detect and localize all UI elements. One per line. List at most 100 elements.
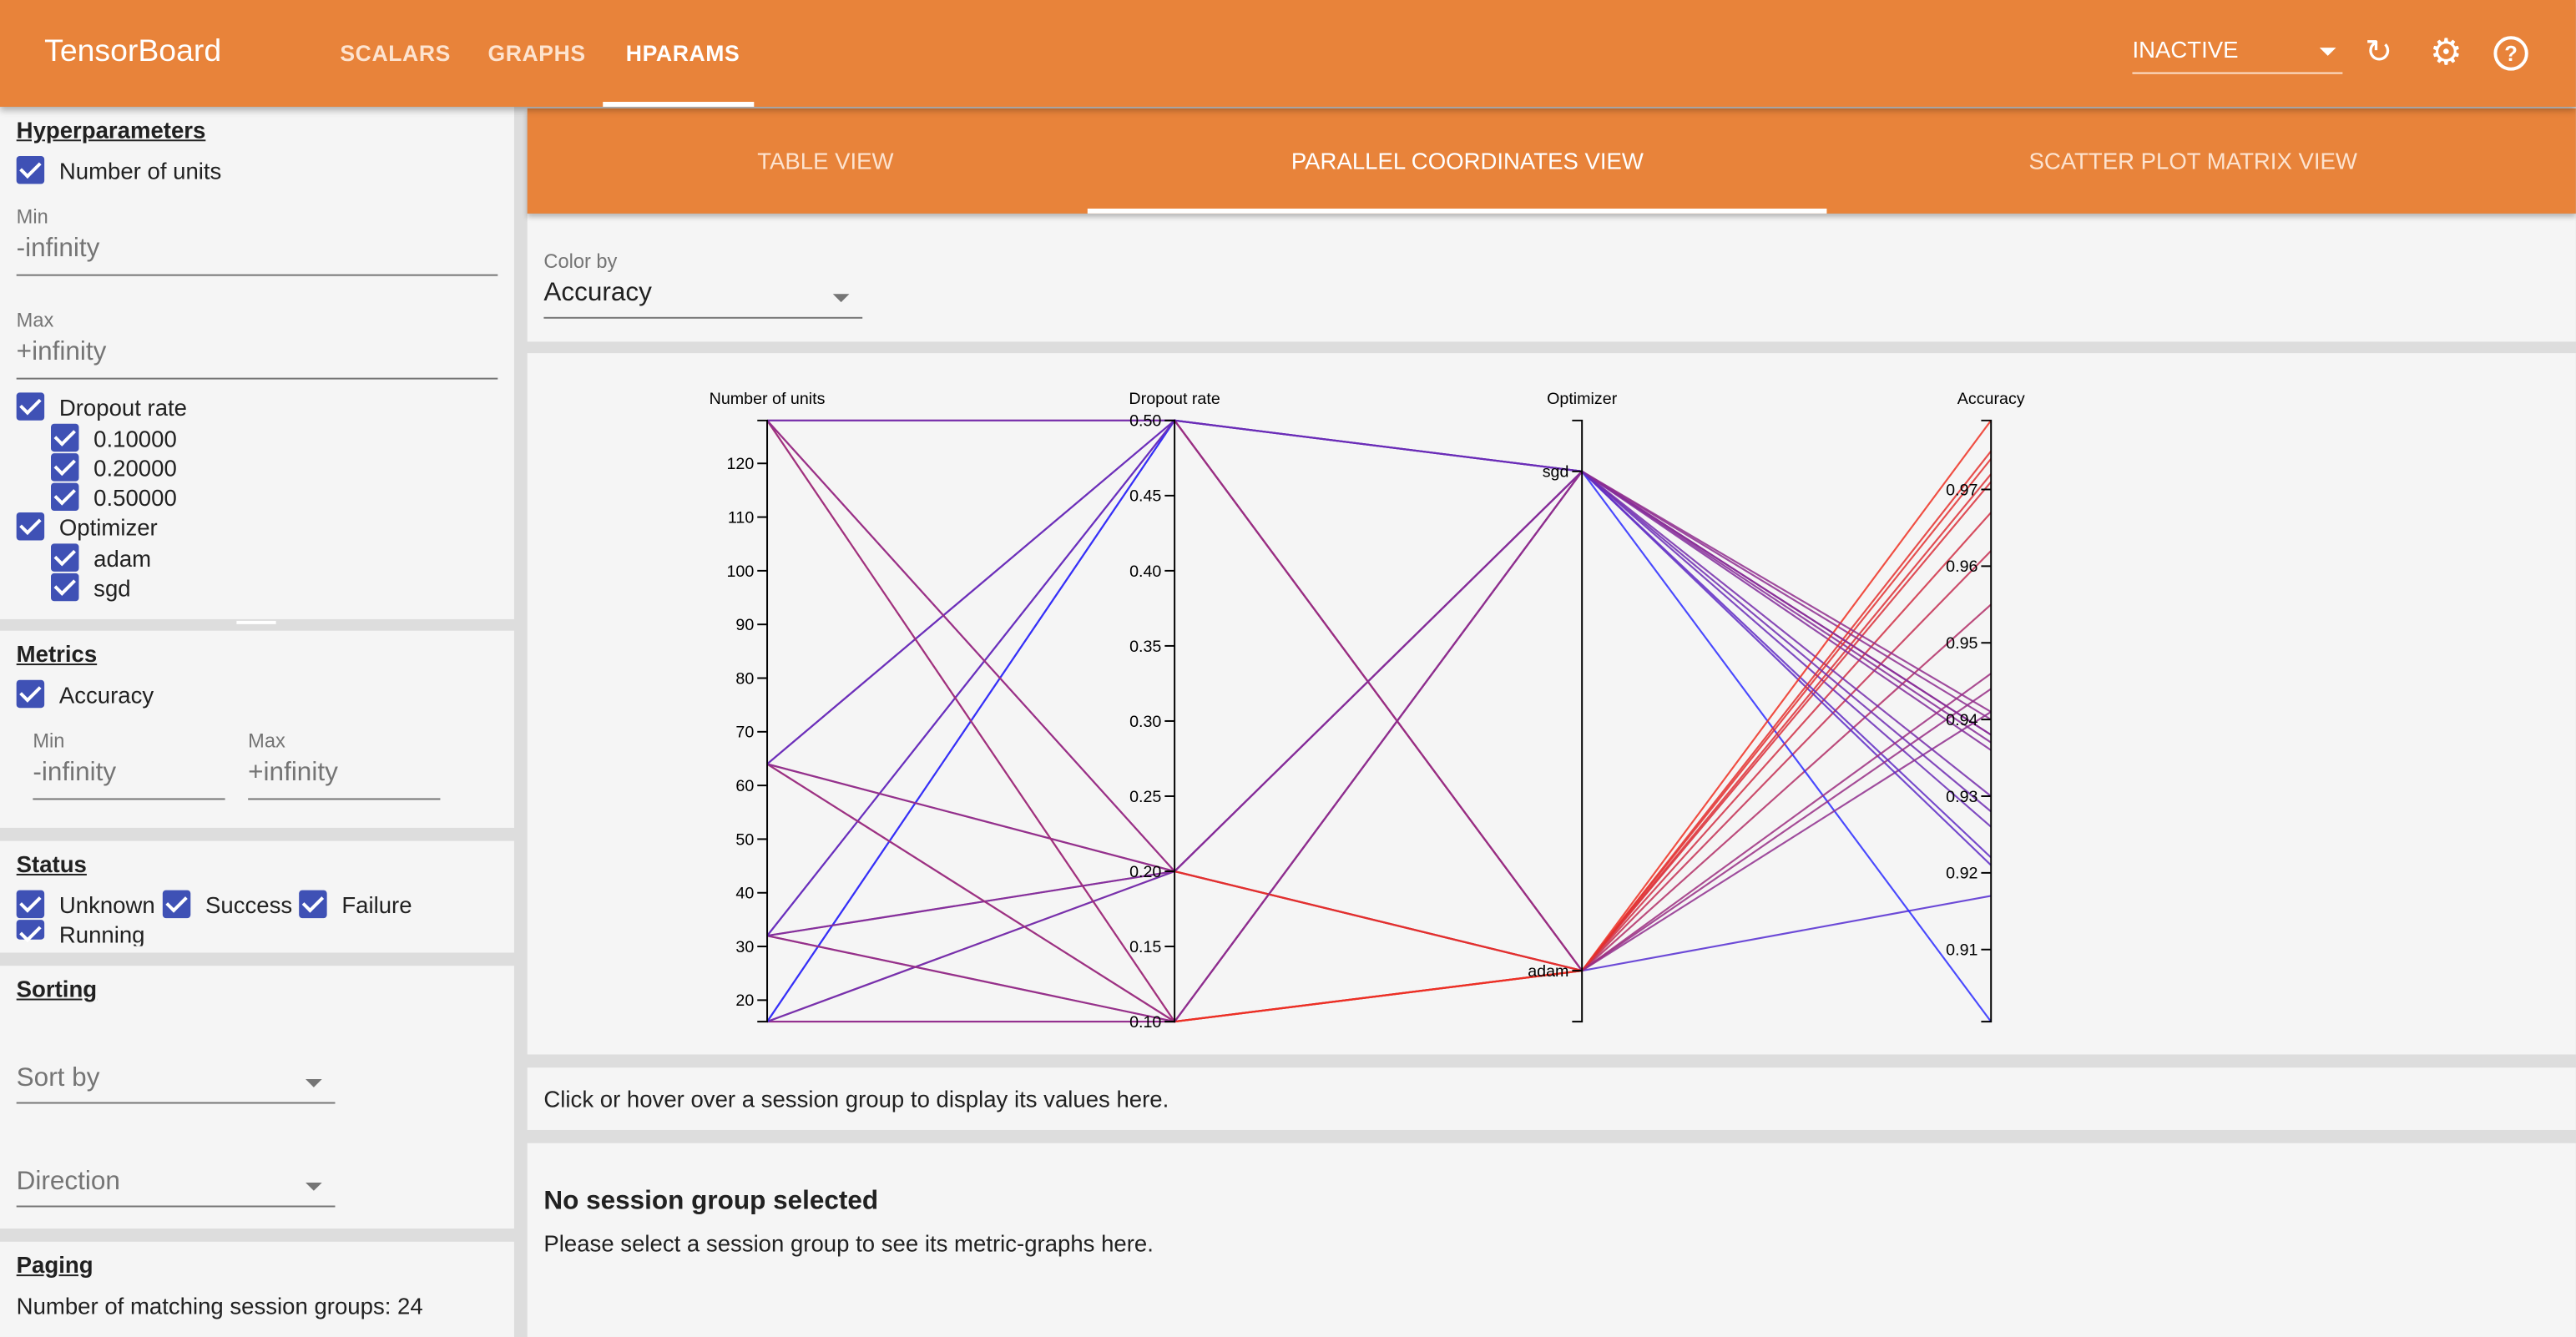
session-group-line[interactable] [766, 512, 1993, 972]
status-label: Success [205, 891, 293, 919]
session-group-line[interactable] [766, 419, 1992, 936]
tick-label: 110 [728, 508, 754, 527]
no-selection-title: No session group selected [543, 1187, 879, 1216]
axis-title: Number of units [710, 390, 826, 408]
paging-count: Number of matching session groups: 24 [16, 1292, 423, 1319]
axis[interactable]: Number of units 20 30 40 50 60 70 80 90 100 110 120 [710, 390, 826, 1023]
session-group-line[interactable] [766, 418, 1992, 1022]
section-title: Paging [16, 1251, 93, 1279]
color-by-panel: Color by Accuracy [527, 213, 2576, 342]
settings-icon[interactable]: ⚙ [2429, 31, 2462, 73]
active-tab-indicator [603, 102, 755, 107]
tick-label: 50 [735, 830, 754, 849]
chevron-down-icon [832, 294, 850, 310]
axis[interactable]: Accuracy 0.91 0.92 0.93 0.94 0.95 0.96 0.97 [1946, 390, 2025, 1023]
tick-label: 0.92 [1946, 865, 1977, 883]
session-group-line[interactable] [766, 420, 1993, 1023]
axis[interactable]: Dropout rate 0.10 0.15 0.20 0.25 0.30 0.35 0.40… [1129, 390, 1220, 1032]
dropout-0.2-checkbox[interactable] [51, 453, 79, 482]
optimizer-label: Optimizer [58, 513, 158, 541]
accuracy-max-input[interactable]: +infinity [248, 759, 441, 800]
session-group-line[interactable] [766, 420, 1992, 1023]
resize-handle[interactable] [236, 620, 276, 624]
dropout-value: 0.20000 [93, 455, 177, 482]
accuracy-min-input[interactable]: -infinity [33, 759, 225, 800]
sgd-checkbox[interactable] [51, 573, 79, 602]
tick-label: 80 [735, 669, 754, 688]
tick-label: 0.91 [1946, 941, 1977, 960]
running-checkbox[interactable] [16, 920, 45, 940]
unknown-checkbox[interactable] [16, 890, 45, 919]
tick-label: 0.20 [1129, 863, 1161, 881]
adam-checkbox[interactable] [51, 543, 79, 572]
units-label: Number of units [58, 157, 222, 184]
session-group-line[interactable] [766, 473, 1993, 972]
tick-label: 0.30 [1129, 713, 1161, 731]
tick-label: 90 [735, 616, 754, 634]
status-label: Unknown [58, 891, 155, 919]
help-icon[interactable]: ? [2493, 36, 2528, 71]
tick-label: 0.45 [1129, 487, 1161, 506]
color-by-label: Color by [543, 250, 618, 273]
tab-scalars[interactable]: SCALARS [340, 41, 451, 66]
app-title: TensorBoard [44, 34, 222, 69]
direction-placeholder: Direction [16, 1168, 120, 1196]
dropout-0.5-checkbox[interactable] [51, 482, 79, 512]
units-max-input[interactable]: +infinity [16, 338, 498, 380]
section-title: Status [16, 850, 87, 877]
status-label: Failure [341, 891, 412, 919]
chevron-down-icon [306, 1182, 322, 1199]
success-checkbox[interactable] [162, 890, 191, 919]
session-group-line[interactable] [766, 420, 1992, 873]
tick-label: 0.95 [1946, 634, 1977, 653]
hover-hint: Click or hover over a session group to d… [543, 1085, 1169, 1112]
section-title: Sorting [16, 975, 98, 1002]
tab-table-view[interactable]: TABLE VIEW [757, 148, 894, 174]
view-tabs: TABLE VIEW PARALLEL COORDINATES VIEW SCA… [527, 108, 2576, 214]
no-selection-text: Please select a session group to see its… [543, 1230, 1154, 1257]
session-details-panel: No session group selected Please select … [527, 1143, 2576, 1337]
tick-label: 70 [735, 724, 754, 742]
session-group-line[interactable] [766, 419, 1993, 1022]
sort-by-placeholder: Sort by [16, 1064, 100, 1092]
dropout-value: 0.10000 [93, 425, 177, 452]
dropout-checkbox[interactable] [16, 392, 45, 421]
optimizer-value: sgd [93, 574, 131, 602]
parallel-coordinates-chart[interactable]: Number of units 20 30 40 50 60 70 80 90 100 110 120… [528, 353, 2576, 1054]
sort-by-dropdown[interactable]: Sort by [16, 1064, 336, 1104]
sorting-section: Sorting Sort by Direction [0, 966, 514, 1229]
tick-label: 0.97 [1946, 481, 1977, 499]
tick-label: 0.10 [1129, 1013, 1161, 1032]
direction-dropdown[interactable]: Direction [16, 1168, 336, 1208]
accuracy-checkbox[interactable] [16, 679, 45, 709]
section-title: Hyperparameters [16, 116, 206, 144]
tick-label: 0.50 [1129, 412, 1161, 431]
units-checkbox[interactable] [16, 155, 45, 184]
tick-label: 0.96 [1946, 558, 1977, 576]
metrics-section: Metrics Accuracy Min -infinity Max +infi… [0, 630, 514, 828]
axis[interactable]: Optimizer sgd adam [1528, 390, 1618, 1023]
tick-label: 0.93 [1946, 788, 1977, 806]
dropout-label: Dropout rate [58, 394, 188, 421]
session-group-line[interactable] [767, 419, 1992, 813]
refresh-icon[interactable]: ↻ [2365, 34, 2393, 71]
color-by-dropdown[interactable]: Accuracy [543, 280, 863, 319]
tab-hparams[interactable]: HPARAMS [625, 41, 740, 66]
paging-section: Paging Number of matching session groups… [0, 1241, 514, 1337]
session-group-line[interactable] [766, 419, 1992, 859]
inactive-plugins-dropdown[interactable]: INACTIVE [2132, 36, 2343, 74]
dropout-0.1-checkbox[interactable] [51, 423, 79, 452]
optimizer-checkbox[interactable] [16, 512, 45, 541]
tab-scatter-plot-matrix-view[interactable]: SCATTER PLOT MATRIX VIEW [2028, 148, 2357, 174]
tab-parallel-coordinates-view[interactable]: PARALLEL COORDINATES VIEW [1291, 148, 1644, 174]
status-label: Running [58, 921, 145, 946]
tab-graphs[interactable]: GRAPHS [487, 41, 586, 66]
tick-label: 40 [735, 885, 754, 903]
top-bar: TensorBoard SCALARS GRAPHS HPARAMS INACT… [0, 0, 2576, 107]
units-min-input[interactable]: -infinity [16, 235, 498, 276]
tick-label: 0.25 [1129, 788, 1161, 806]
axis-title: Accuracy [1957, 390, 2025, 408]
tick-label: 100 [726, 563, 754, 581]
tick-label: adam [1528, 962, 1568, 981]
failure-checkbox[interactable] [299, 890, 327, 919]
